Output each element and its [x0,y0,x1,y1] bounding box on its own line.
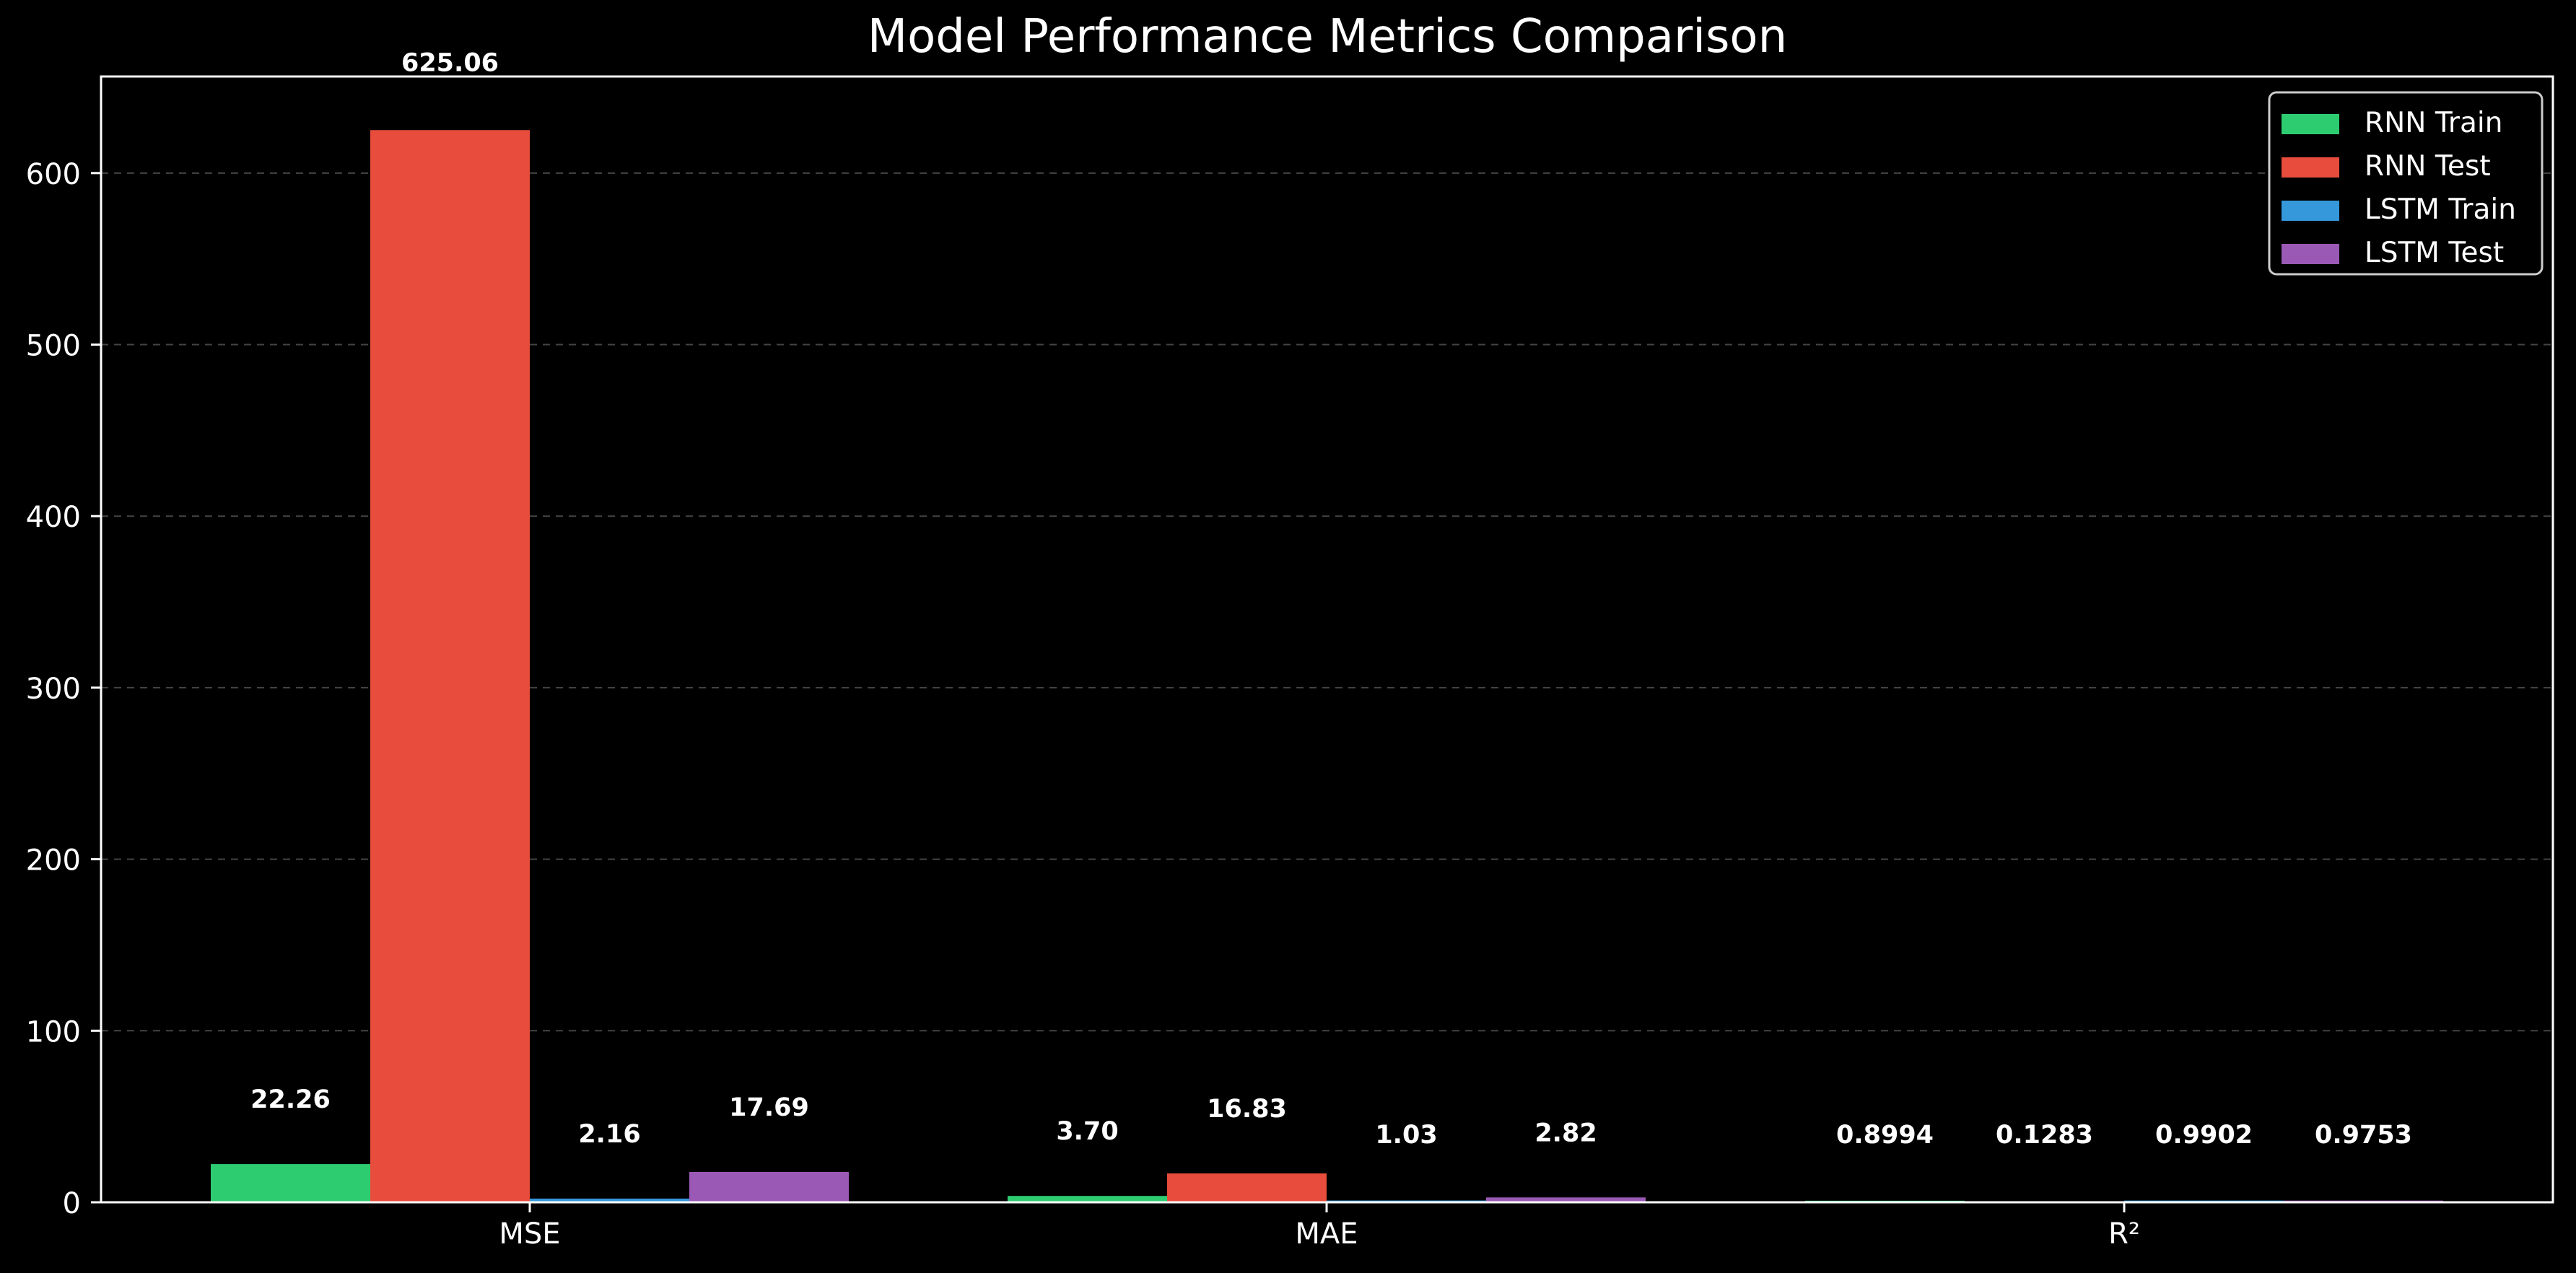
value-labels: 22.26 3.70 0.8994 625.06 16.83 0.1283 2.16 1.03… [250,48,2412,1150]
bar-value-label: 0.9902 [2155,1121,2253,1150]
bar-value-label: 2.82 [1534,1119,1597,1147]
bar-rnn-train-mse [211,1164,370,1202]
bar-lstm-train-mse [530,1198,689,1202]
bar-rnn-train-mae [1008,1196,1167,1202]
axes [91,75,2554,1212]
bar-value-label: 16.83 [1207,1095,1287,1124]
legend-swatch [2282,201,2339,221]
bar-value-label: 17.69 [729,1093,809,1122]
y-tick-label: 400 [26,501,81,534]
y-tick-label: 500 [26,330,81,363]
bar-value-label: 625.06 [401,48,499,77]
bar-value-label: 0.8994 [1836,1121,1934,1150]
bar-value-label: 3.70 [1056,1117,1118,1146]
bar-value-label: 0.9753 [2315,1121,2412,1150]
y-tick-label: 200 [26,844,81,878]
bar-value-label: 0.1283 [1996,1121,2093,1150]
bar-rnn-test-mae [1167,1173,1327,1202]
bar-value-label: 2.16 [578,1120,640,1149]
legend-swatch [2282,244,2339,264]
y-tick-label: 0 [63,1187,81,1220]
y-tick-label: 300 [26,673,81,706]
legend-swatch [2282,114,2339,134]
y-tick-label: 100 [26,1015,81,1049]
bar-value-label: 22.26 [250,1085,331,1114]
x-tick-label: R² [2108,1217,2140,1251]
legend-box [2268,91,2544,276]
bar-lstm-test-mse [689,1171,849,1202]
legend-swatch [2282,157,2339,178]
chart-title: Model Performance Metrics Comparison [868,10,1787,64]
bar-value-label: 1.03 [1375,1121,1437,1150]
legend-label: RNN Train [2365,107,2502,139]
legend-label: LSTM Train [2365,193,2516,226]
y-tick-label: 600 [26,158,81,191]
legend: RNN Train RNN Test LSTM Train LSTM Test [2268,91,2544,276]
bar-rnn-test-mse [370,130,530,1202]
x-tick-label: MAE [1295,1217,1358,1251]
legend-label: LSTM Test [2365,237,2504,269]
x-tick-label: MSE [499,1217,560,1251]
bar-lstm-test-mae [1486,1197,1646,1202]
tick-labels: 0 100 200 300 400 500 600 MSE MAE R² [26,158,2140,1251]
legend-label: RNN Test [2365,150,2491,183]
